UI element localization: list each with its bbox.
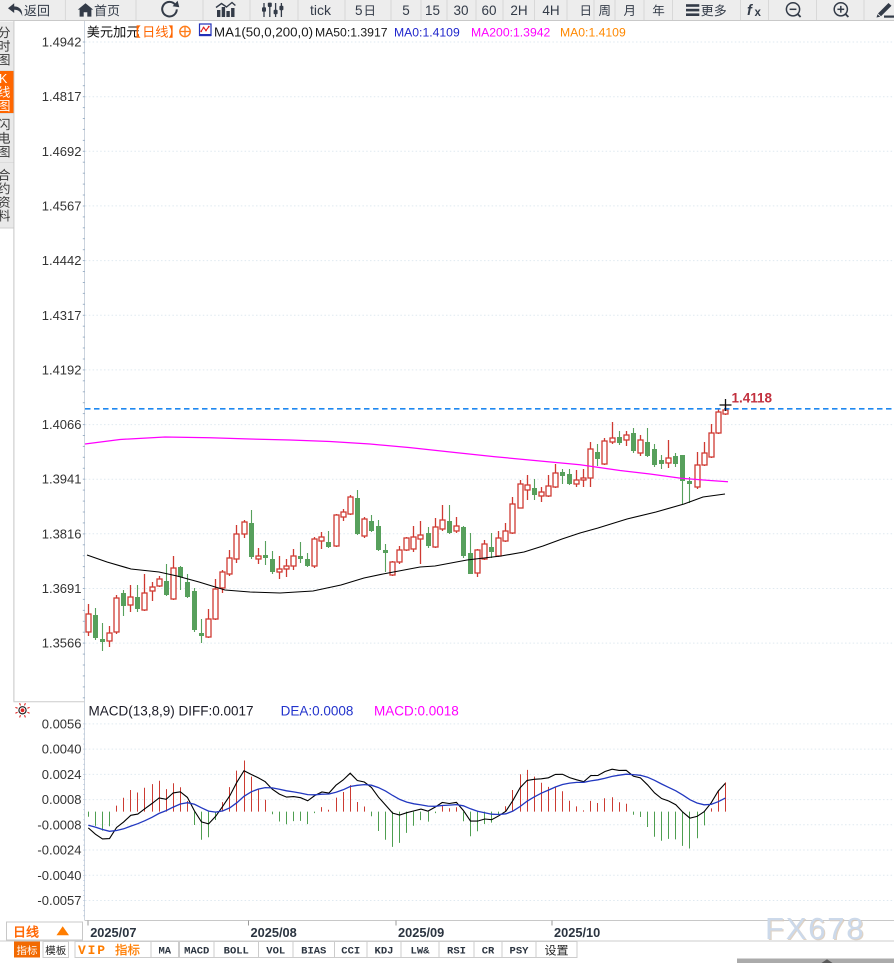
svg-text:0.0024: 0.0024 (42, 767, 82, 782)
svg-text:1.4118: 1.4118 (732, 391, 773, 406)
svg-text:DEA:0.0008: DEA:0.0008 (281, 704, 354, 719)
svg-text:VOL: VOL (266, 946, 285, 958)
svg-text:-0.0040: -0.0040 (37, 868, 81, 883)
svg-text:MACD: MACD (184, 946, 209, 958)
svg-text:-0.0024: -0.0024 (37, 843, 81, 858)
svg-text:-0.0057: -0.0057 (37, 893, 81, 908)
svg-text:x: x (755, 7, 762, 19)
svg-text:f: f (747, 3, 754, 19)
svg-text:2025/08: 2025/08 (251, 925, 297, 940)
svg-text:KDJ: KDJ (375, 946, 394, 958)
svg-text:1.4442: 1.4442 (42, 253, 82, 268)
svg-text:FX678: FX678 (765, 911, 865, 946)
svg-text:2H: 2H (510, 3, 527, 18)
svg-text:1.3566: 1.3566 (42, 636, 82, 651)
svg-text:MA50:1.3917: MA50:1.3917 (315, 26, 388, 40)
svg-text:MA200:1.3942: MA200:1.3942 (471, 26, 551, 40)
svg-text:MACD(13,8,9) DIFF:0.0017: MACD(13,8,9) DIFF:0.0017 (89, 704, 254, 719)
svg-text:5: 5 (402, 3, 410, 18)
svg-text:RSI: RSI (447, 946, 466, 958)
svg-text:1.4817: 1.4817 (42, 89, 82, 104)
svg-text:LW&: LW& (411, 946, 431, 958)
svg-text:1.3691: 1.3691 (42, 581, 82, 596)
svg-text:15: 15 (425, 3, 440, 18)
svg-text:-0.0008: -0.0008 (37, 817, 81, 832)
svg-text:0.0008: 0.0008 (42, 792, 82, 807)
svg-text:K: K (0, 72, 8, 86)
svg-text:MA0:1.4109: MA0:1.4109 (394, 26, 460, 40)
svg-text:1.4317: 1.4317 (42, 308, 82, 323)
svg-text:2025/09: 2025/09 (398, 925, 444, 940)
svg-text:1.4066: 1.4066 (42, 417, 82, 432)
svg-text:2025/10: 2025/10 (554, 925, 600, 940)
svg-text:1.3816: 1.3816 (42, 526, 82, 541)
svg-text:CCI: CCI (341, 946, 360, 958)
svg-text:2025/07: 2025/07 (90, 925, 136, 940)
svg-text:4H: 4H (542, 3, 559, 18)
svg-text:MA: MA (158, 946, 171, 958)
svg-text:1.4192: 1.4192 (42, 362, 82, 377)
svg-text:60: 60 (481, 3, 496, 18)
svg-text:tick: tick (310, 2, 332, 18)
svg-text:5: 5 (355, 3, 363, 18)
svg-text:BIAS: BIAS (301, 946, 326, 958)
svg-text:MA1(50,0,200,0): MA1(50,0,200,0) (214, 25, 313, 40)
svg-text:30: 30 (453, 3, 468, 18)
svg-text:1.4942: 1.4942 (42, 35, 82, 50)
svg-text:1.3941: 1.3941 (42, 472, 82, 487)
svg-text:1.4567: 1.4567 (42, 198, 82, 213)
svg-text:PSY: PSY (510, 946, 530, 958)
svg-text:0.0056: 0.0056 (42, 716, 82, 731)
svg-text:1.4692: 1.4692 (42, 144, 82, 159)
svg-text:MA0:1.4109: MA0:1.4109 (560, 26, 626, 40)
svg-text:0.0040: 0.0040 (42, 742, 82, 757)
svg-text:MACD:0.0018: MACD:0.0018 (374, 704, 459, 719)
svg-text:VIP: VIP (78, 943, 107, 958)
svg-text:CR: CR (482, 946, 495, 958)
svg-text:BOLL: BOLL (224, 946, 249, 958)
